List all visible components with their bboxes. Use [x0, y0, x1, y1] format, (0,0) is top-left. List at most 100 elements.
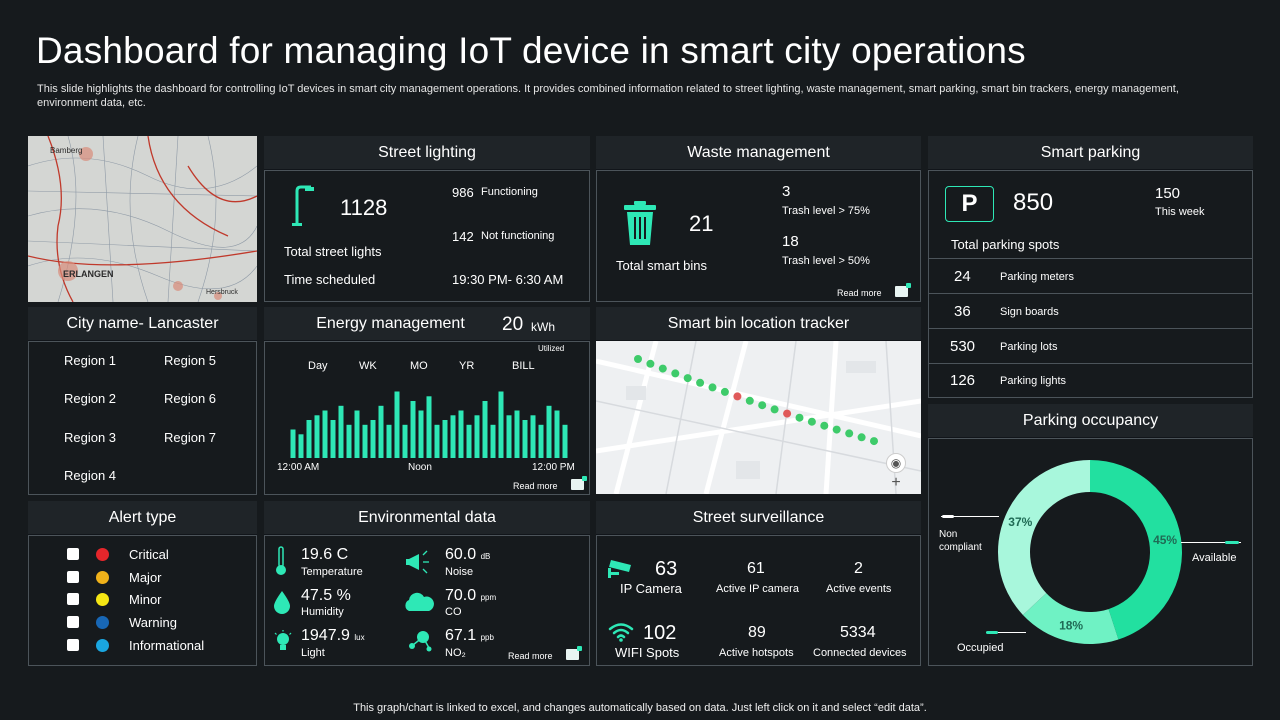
total-bins-value: 21	[689, 211, 714, 236]
parking-stats-list: 24 Parking meters 36 Sign boards 530 Par…	[929, 258, 1252, 398]
active-hotspots-value: 89	[748, 624, 766, 641]
bin-pin-ok[interactable]	[720, 387, 729, 396]
energy-bar	[402, 424, 408, 458]
city-regions-panel: Region 1 Region 5 Region 2 Region 6 Regi…	[28, 341, 257, 495]
energy-bar	[530, 415, 536, 458]
ip-camera-value: 63	[655, 558, 678, 580]
total-parking-label: Total parking spots	[951, 237, 1060, 252]
bin-pin-ok[interactable]	[795, 413, 804, 422]
bin-pin-ok[interactable]	[646, 359, 655, 368]
locate-icon[interactable]: ◉	[886, 453, 906, 473]
read-more-icon	[565, 646, 582, 661]
region-item[interactable]: Region 2	[64, 391, 117, 406]
bin-pin-ok[interactable]	[683, 374, 692, 383]
waste-read-more-link[interactable]: Read more	[837, 283, 911, 301]
bin-pin-full[interactable]	[783, 409, 792, 418]
bin-pin-ok[interactable]	[832, 425, 841, 434]
occupied-leader-line	[986, 632, 1026, 633]
waste-management-panel: 21 Total smart bins 3 Trash level > 75% …	[596, 170, 921, 302]
energy-management-header-bar	[264, 307, 590, 341]
week-parking-value: 150	[1155, 185, 1181, 202]
alert-checkbox[interactable]	[67, 548, 79, 560]
bin-pin-ok[interactable]	[745, 396, 754, 405]
energy-bar	[330, 420, 336, 458]
bin-pin-ok[interactable]	[758, 401, 767, 410]
energy-bar	[482, 401, 488, 458]
kwh-value: 20	[502, 314, 524, 335]
tracker-map-graphic	[596, 341, 921, 494]
energy-bar	[466, 424, 472, 458]
bin-pin-ok[interactable]	[658, 364, 667, 373]
page-title: Dashboard for managing IoT device in sma…	[36, 30, 1026, 71]
surveillance-header: Street surveillance	[596, 501, 921, 535]
total-parking-value: 850	[1013, 189, 1054, 216]
bin-pin-ok[interactable]	[857, 433, 866, 442]
wifi-label: WIFI Spots	[615, 645, 680, 660]
alert-type-header: Alert type	[28, 501, 257, 535]
occupied-leader-marker	[986, 631, 998, 634]
bin-pin-ok[interactable]	[696, 378, 705, 387]
energy-bar	[410, 401, 416, 458]
time-scheduled-label: Time scheduled	[284, 272, 376, 287]
donut-value-label: 18%	[1059, 619, 1083, 633]
alert-checkbox[interactable]	[67, 593, 79, 605]
environment-read-more-link[interactable]: Read more	[508, 646, 582, 664]
critical-dot-icon	[96, 548, 109, 561]
tab-month[interactable]: MO	[410, 360, 428, 372]
humidity-label: Humidity	[301, 606, 344, 618]
energy-bar	[514, 410, 520, 458]
region-item[interactable]: Region 4	[64, 468, 117, 483]
no2-label: NO₂	[445, 647, 466, 659]
region-item[interactable]: Region 7	[164, 430, 217, 445]
region-item[interactable]: Region 6	[164, 391, 217, 406]
bin-pin-ok[interactable]	[634, 355, 642, 363]
energy-bar	[290, 429, 296, 458]
bin-pin-ok[interactable]	[671, 369, 680, 378]
tab-day[interactable]: Day	[308, 360, 328, 372]
parking-row: 24 Parking meters	[929, 258, 1252, 293]
trash-50-label: Trash level > 50%	[782, 255, 870, 267]
energy-bar	[538, 424, 544, 458]
occupancy-donut-chart: 45% 18% 37%	[998, 460, 1182, 644]
alert-checkbox[interactable]	[67, 616, 79, 628]
bin-pin-ok[interactable]	[820, 421, 829, 430]
bin-pin-ok[interactable]	[708, 383, 717, 392]
noncompliant-leader-line	[936, 515, 999, 518]
bin-pin-ok[interactable]	[807, 417, 816, 426]
read-more-icon	[570, 476, 587, 491]
tab-bill[interactable]: BILL	[512, 360, 535, 372]
parking-row: 530 Parking lots	[929, 328, 1252, 363]
light-label: Light	[301, 647, 325, 659]
bin-pin-ok[interactable]	[770, 405, 779, 414]
alert-checkbox[interactable]	[67, 639, 79, 651]
connected-devices-label: Connected devices	[813, 647, 907, 659]
light-value: 1947.9 lux	[301, 627, 365, 644]
parking-row: 36 Sign boards	[929, 293, 1252, 328]
tab-week[interactable]: WK	[359, 360, 377, 372]
energy-bar	[474, 415, 480, 458]
energy-bar	[418, 410, 424, 458]
bin-pin-ok[interactable]	[870, 437, 878, 446]
energy-read-more-link[interactable]: Read more	[513, 476, 587, 494]
major-dot-icon	[96, 571, 109, 584]
total-street-lights-value: 1128	[340, 195, 388, 220]
zoom-in-icon[interactable]: +	[891, 474, 901, 491]
alert-type-panel: Critical Major Minor Warning Information…	[28, 535, 257, 666]
region-item[interactable]: Region 5	[164, 353, 217, 368]
bin-pin-ok[interactable]	[845, 429, 854, 438]
region-item[interactable]: Region 1	[64, 353, 117, 368]
svg-text:Hersbruck: Hersbruck	[206, 289, 238, 296]
alert-checkbox[interactable]	[67, 571, 79, 583]
not-functioning-label: Not functioning	[481, 230, 555, 242]
noise-label: Noise	[445, 566, 474, 578]
trash-50-value: 18	[782, 233, 799, 250]
informational-dot-icon	[96, 639, 109, 652]
region-item[interactable]: Region 3	[64, 430, 117, 445]
bin-tracker-map[interactable]: ◉ +	[596, 341, 921, 494]
tab-year[interactable]: YR	[459, 360, 475, 372]
energy-bar	[362, 424, 368, 458]
bin-pin-full[interactable]	[733, 392, 742, 401]
energy-bar	[394, 391, 400, 458]
energy-bar	[546, 405, 552, 458]
city-map[interactable]: Bamberg ERLANGEN Hersbruck	[28, 136, 257, 302]
